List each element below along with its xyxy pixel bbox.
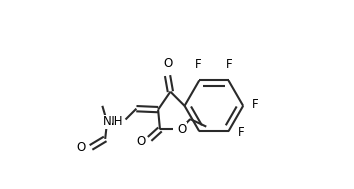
Text: O: O — [163, 57, 172, 70]
Text: O: O — [177, 123, 186, 136]
Text: O: O — [76, 141, 86, 154]
Text: F: F — [238, 126, 244, 139]
Text: F: F — [226, 58, 233, 71]
Text: F: F — [252, 98, 259, 111]
Text: NH: NH — [105, 115, 123, 128]
Text: O: O — [137, 135, 146, 148]
Text: N: N — [103, 115, 112, 128]
Text: F: F — [195, 58, 202, 71]
